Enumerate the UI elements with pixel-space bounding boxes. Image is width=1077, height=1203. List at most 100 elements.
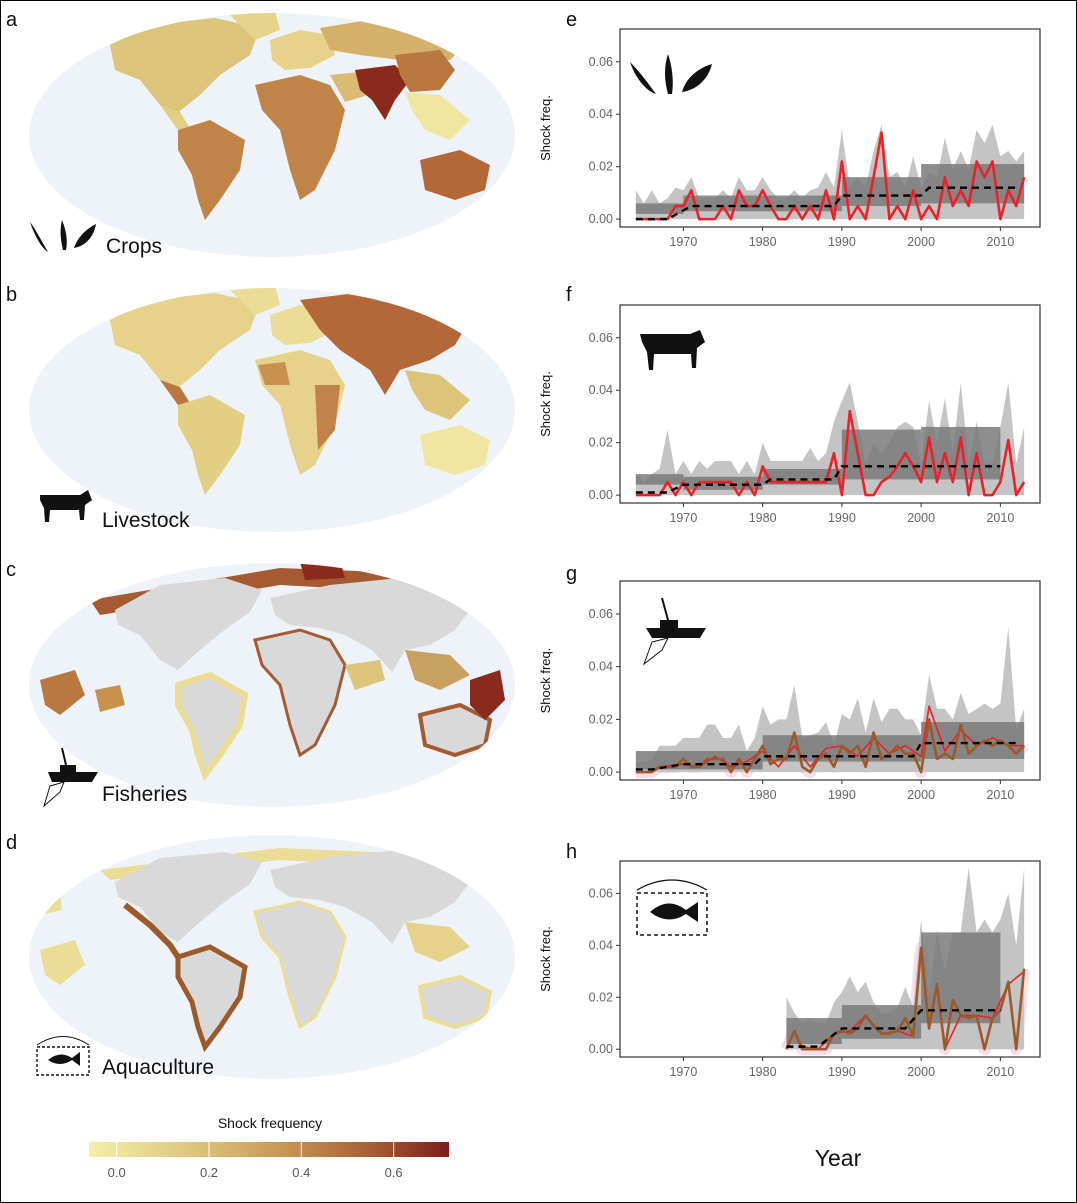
pacific-fishing-zone-west — [40, 670, 85, 715]
y-tick-label: 0.04 — [589, 938, 613, 952]
x-tick-label: 2010 — [986, 235, 1014, 249]
crops-icon — [630, 54, 712, 94]
confidence-band-dark — [683, 195, 842, 212]
y-tick-label: 0.04 — [589, 660, 613, 674]
plot-border — [619, 860, 1041, 1058]
x-tick-label: 1990 — [828, 235, 856, 249]
x-tick-label: 2010 — [986, 788, 1014, 802]
x-tick-label: 1970 — [669, 511, 697, 525]
russia-asia-region — [300, 290, 470, 395]
north-america-region — [110, 18, 260, 115]
x-tick-label: 2000 — [907, 1065, 935, 1079]
y-tick-label: 0.06 — [589, 55, 613, 69]
map-livestock: Livestock — [29, 288, 515, 532]
cow-icon — [40, 490, 92, 522]
map-aquaculture: Aquaculture — [29, 835, 515, 1079]
x-tick-label: 1980 — [749, 511, 777, 525]
colorbar — [89, 1142, 449, 1157]
eurasia-land — [270, 578, 470, 672]
map-label-crops: Crops — [106, 235, 162, 258]
chart-panel-e: 0.00 0.02 0.04 0.06 1970 1980 1990 2000 2010 Shoc… — [538, 28, 1041, 249]
y-tick-label: 0.04 — [589, 383, 613, 397]
colorbar-legend: Shock frequency 0.0 0.2 0.4 0.6 — [89, 1115, 449, 1180]
map-crops: Crops — [29, 13, 515, 258]
x-tick-label: 1990 — [828, 1065, 856, 1079]
central-america-coast — [123, 902, 181, 959]
trend-line — [635, 465, 1001, 494]
trend-line — [635, 741, 1017, 771]
se-asia-zone — [405, 650, 470, 690]
y-tick-label: 0.00 — [589, 488, 613, 502]
pacific-zone-west — [40, 940, 85, 985]
trend-line — [786, 1009, 1001, 1048]
confidence-band-dark — [921, 722, 1025, 759]
indian-ocean-zone — [345, 660, 385, 690]
confidence-band-dark — [635, 474, 684, 485]
africa-land — [253, 628, 347, 758]
fish-cage-icon — [36, 1036, 90, 1076]
series-line — [785, 946, 1026, 1051]
x-tick-label: 2000 — [907, 788, 935, 802]
china-region — [395, 50, 455, 92]
x-tick-label: 1980 — [749, 788, 777, 802]
chart-panel-f: 0.00 0.02 0.04 0.06 1970 1980 1990 2000 2010 Shoc… — [538, 304, 1041, 525]
pacific-fishing-zone-east — [95, 685, 125, 712]
eurasia-land — [270, 850, 470, 944]
x-tick-label: 1970 — [669, 1065, 697, 1079]
legend-title: Shock frequency — [218, 1115, 322, 1131]
southeast-asia-region — [405, 370, 470, 420]
europe-region — [270, 30, 335, 70]
series-line — [635, 718, 1026, 774]
y-tick-label: 0.00 — [589, 765, 613, 779]
trend-line — [635, 186, 1017, 221]
legend-tick-label: 0.6 — [385, 1165, 403, 1180]
x-tick-label: 1970 — [669, 235, 697, 249]
chart-area: 0.00 0.02 0.04 0.06 1970 1980 1990 2000 2010 Shoc… — [538, 28, 1041, 1079]
panel-label-a: a — [6, 9, 18, 31]
map-label-fisheries: Fisheries — [102, 783, 187, 806]
africa-region — [255, 75, 345, 200]
central-america-region — [160, 105, 190, 130]
x-tick-label: 1980 — [749, 235, 777, 249]
y-tick-label: 0.06 — [589, 607, 613, 621]
russia-fishing-zone — [300, 563, 345, 580]
map-label-livestock: Livestock — [102, 509, 190, 532]
fishing-boat-icon — [642, 597, 706, 666]
panel-label-f: f — [566, 284, 572, 306]
x-tick-label: 1980 — [749, 1065, 777, 1079]
y-tick-label: 0.00 — [589, 212, 613, 226]
south-america-land — [175, 671, 249, 782]
central-america-region — [160, 380, 190, 405]
y-tick-label: 0.06 — [589, 886, 613, 900]
crops-icon — [30, 220, 96, 252]
panel-label-d: d — [6, 832, 17, 854]
map-label-aquaculture: Aquaculture — [102, 1056, 214, 1079]
x-tick-label: 1990 — [828, 511, 856, 525]
chart-panel-g: 0.00 0.02 0.04 0.06 1970 1980 1990 2000 2010 Shoc… — [538, 580, 1041, 802]
y-axis-label: Shock freq. — [538, 926, 553, 992]
legend-tick-label: 0.0 — [108, 1165, 126, 1180]
panel-label-e: e — [566, 9, 577, 31]
y-tick-label: 0.02 — [589, 436, 613, 450]
confidence-band-dark — [635, 751, 763, 770]
australia-region — [420, 425, 490, 475]
legend-ticks: 0.0 0.2 0.4 0.6 — [108, 1142, 403, 1180]
confidence-band-dark — [635, 203, 684, 214]
y-tick-label: 0.02 — [589, 712, 613, 726]
australia-region — [420, 150, 490, 200]
y-axis-label: Shock freq. — [538, 648, 553, 714]
y-tick-label: 0.02 — [589, 160, 613, 174]
y-axis-label: Shock freq. — [538, 371, 553, 437]
north-america-land — [115, 578, 262, 670]
y-axis-label: Shock freq. — [538, 95, 553, 161]
plot-border — [619, 580, 1041, 781]
x-axis-label: Year — [815, 1145, 862, 1171]
panel-label-c: c — [6, 559, 16, 581]
y-tick-label: 0.06 — [589, 331, 613, 345]
panel-label-g: g — [566, 563, 577, 585]
arctic-fishing-zone — [90, 568, 460, 615]
y-tick-label: 0.04 — [589, 107, 613, 121]
south-america-land — [175, 944, 248, 1053]
series-line — [635, 131, 1026, 221]
